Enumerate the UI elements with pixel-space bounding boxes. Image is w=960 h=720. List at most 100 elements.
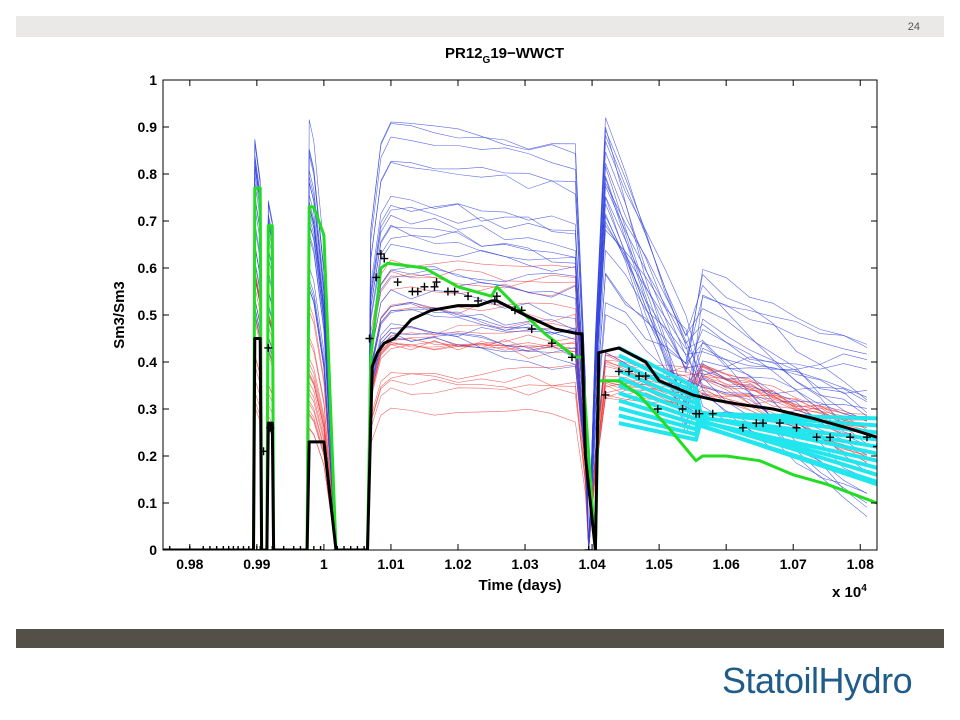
- x-tick-label: 1.07: [780, 556, 807, 572]
- x-tick-label: 1.01: [377, 556, 404, 572]
- page-number: 24: [907, 21, 920, 33]
- series-line-green: [163, 186, 877, 550]
- observation-marker: [584, 546, 593, 550]
- observation-marker: [432, 278, 441, 287]
- observation-marker: [244, 546, 253, 550]
- observation-marker: [289, 546, 298, 550]
- x-tick-label: 1.03: [511, 556, 538, 572]
- y-tick-label: 0.5: [138, 307, 158, 323]
- footer-band: [16, 629, 944, 648]
- observation-marker: [296, 546, 305, 550]
- x-tick-label: 0.99: [243, 556, 270, 572]
- observation-marker: [759, 419, 768, 428]
- observation-marker: [492, 292, 501, 301]
- observation-marker: [360, 546, 369, 550]
- observation-marker: [517, 306, 526, 315]
- observation-marker: [510, 306, 519, 315]
- observation-marker: [199, 546, 208, 550]
- chart-title: PR12G19−WWCT: [445, 45, 564, 66]
- observation-marker: [547, 339, 556, 348]
- observation-marker: [826, 433, 835, 442]
- observation-marker: [224, 546, 233, 550]
- observation-marker: [279, 546, 288, 550]
- plot-frame: [162, 79, 878, 551]
- observation-marker: [678, 405, 687, 413]
- observation-marker: [601, 390, 610, 399]
- x-multiplier: x 104: [832, 583, 867, 601]
- observation-marker: [340, 546, 349, 550]
- observation-marker: [443, 287, 452, 296]
- y-tick-label: 1: [149, 72, 157, 88]
- company-logo: StatoilHydro: [722, 660, 913, 701]
- observation-marker: [464, 292, 473, 301]
- header-band: [16, 16, 944, 37]
- y-tick-label: 0.7: [138, 213, 158, 229]
- observation-marker: [567, 353, 576, 362]
- observation-marker: [430, 282, 439, 291]
- observation-marker: [450, 287, 459, 296]
- observation-marker: [775, 419, 784, 428]
- x-tick-label: 1.02: [444, 556, 471, 572]
- x-tick-label: 1.06: [713, 556, 740, 572]
- observation-marker: [695, 409, 704, 418]
- observation-marker: [653, 405, 662, 413]
- y-tick-label: 0.4: [138, 354, 158, 370]
- observation-marker: [641, 372, 650, 381]
- observation-marker: [212, 546, 221, 550]
- observation-marker: [165, 546, 174, 550]
- observation-marker: [256, 546, 265, 550]
- y-tick-label: 0.9: [138, 119, 158, 135]
- observation-marker: [846, 433, 855, 442]
- observation-marker: [309, 546, 318, 550]
- observation-marker: [490, 296, 499, 305]
- observation-marker: [264, 343, 273, 352]
- observation-marker: [474, 296, 483, 305]
- observation-marker: [738, 423, 747, 432]
- ensemble-line-blue: [163, 121, 867, 550]
- observation-marker: [393, 278, 402, 287]
- observation-marker: [316, 546, 325, 550]
- observation-marker: [413, 287, 422, 296]
- observation-marker: [624, 367, 633, 376]
- y-tick-label: 0.8: [138, 166, 158, 182]
- y-axis-label: Sm3/Sm3: [111, 281, 128, 349]
- observation-marker: [614, 367, 623, 376]
- observation-marker: [365, 334, 374, 343]
- observations: [165, 249, 877, 550]
- observation-marker: [259, 447, 268, 456]
- ensemble-line-blue: [163, 135, 868, 550]
- observation-marker: [792, 423, 801, 432]
- y-tick-label: 0.3: [138, 401, 158, 417]
- x-tick-label: 1.08: [847, 556, 874, 572]
- ensemble-line-blue: [163, 143, 867, 550]
- observation-marker: [303, 546, 312, 550]
- observation-marker: [239, 546, 248, 550]
- observation-marker: [346, 546, 355, 550]
- observation-marker: [219, 546, 228, 550]
- x-tick-label: 1.05: [645, 556, 672, 572]
- x-tick-label: 0.98: [176, 556, 203, 572]
- observation-marker: [708, 409, 717, 418]
- series-lines: [163, 186, 877, 550]
- series-line-black: [163, 299, 877, 550]
- observation-marker: [376, 249, 385, 258]
- observation-marker: [862, 433, 871, 442]
- observation-marker: [229, 546, 238, 550]
- y-tick-label: 0.6: [138, 260, 158, 276]
- x-axis-label: Time (days): [478, 577, 561, 594]
- x-tick-label: 1.04: [578, 556, 605, 572]
- observation-marker: [812, 433, 821, 442]
- observation-marker: [380, 254, 389, 263]
- forecast-line-cyan: [617, 346, 877, 487]
- observation-marker: [234, 546, 243, 550]
- observation-marker: [527, 325, 536, 334]
- observation-marker: [873, 442, 877, 451]
- observation-marker: [752, 419, 761, 428]
- y-tick-label: 0.1: [138, 495, 158, 511]
- y-tick-label: 0: [149, 542, 157, 558]
- observation-marker: [268, 546, 277, 550]
- axes: 0.98 0.99 1 1.01 1.02 1.03 1.04 1.05 1.06 1.07 1.0…: [138, 72, 878, 572]
- observation-marker: [420, 282, 429, 291]
- observation-marker: [266, 423, 275, 432]
